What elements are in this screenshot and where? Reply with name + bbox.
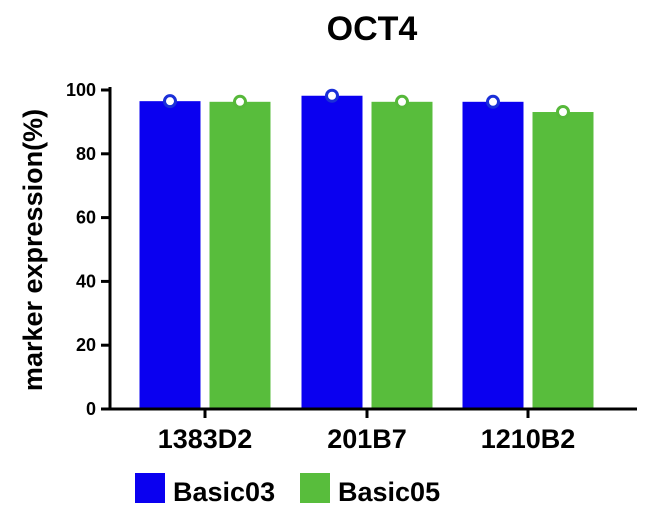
chart-title: OCT4 bbox=[327, 10, 418, 48]
bar-basic05-1383d2 bbox=[209, 101, 271, 409]
y-tick-label: 20 bbox=[76, 335, 96, 355]
legend: Basic03 Basic05 bbox=[135, 473, 440, 507]
x-tick-label: 1210B2 bbox=[481, 424, 576, 454]
markers-group bbox=[163, 88, 570, 120]
x-tick-label: 1383D2 bbox=[158, 424, 253, 454]
y-tick-label: 100 bbox=[66, 80, 96, 100]
y-tick-label: 60 bbox=[76, 208, 96, 228]
legend-swatch-basic05 bbox=[300, 473, 330, 503]
bars-group bbox=[139, 95, 594, 410]
point-basic03-1383d2 bbox=[163, 94, 177, 109]
y-tick-label: 0 bbox=[86, 399, 96, 419]
point-basic03-201b7 bbox=[325, 88, 339, 103]
legend-label-basic03: Basic03 bbox=[173, 477, 275, 507]
x-tick-label: 201B7 bbox=[327, 424, 407, 454]
point-basic05-1210b2 bbox=[556, 105, 570, 120]
bar-basic03-1383d2 bbox=[139, 101, 201, 409]
y-tick-label: 40 bbox=[76, 271, 96, 291]
point-basic03-1210b2 bbox=[486, 94, 500, 109]
point-basic05-201b7 bbox=[395, 94, 409, 109]
legend-swatch-basic03 bbox=[135, 473, 165, 503]
point-basic05-1383d2 bbox=[233, 94, 247, 109]
legend-label-basic05: Basic05 bbox=[338, 477, 440, 507]
bar-basic03-201b7 bbox=[301, 95, 363, 409]
bar-basic05-1210b2 bbox=[532, 112, 594, 410]
bar-basic03-1210b2 bbox=[462, 101, 524, 409]
bar-basic05-201b7 bbox=[371, 101, 433, 409]
x-ticks-group: 1383D2 201B7 1210B2 bbox=[158, 409, 576, 454]
y-ticks-group: 0 20 40 60 80 100 bbox=[66, 80, 110, 419]
y-tick-label: 80 bbox=[76, 144, 96, 164]
y-axis-label: marker expression(%) bbox=[18, 109, 48, 391]
